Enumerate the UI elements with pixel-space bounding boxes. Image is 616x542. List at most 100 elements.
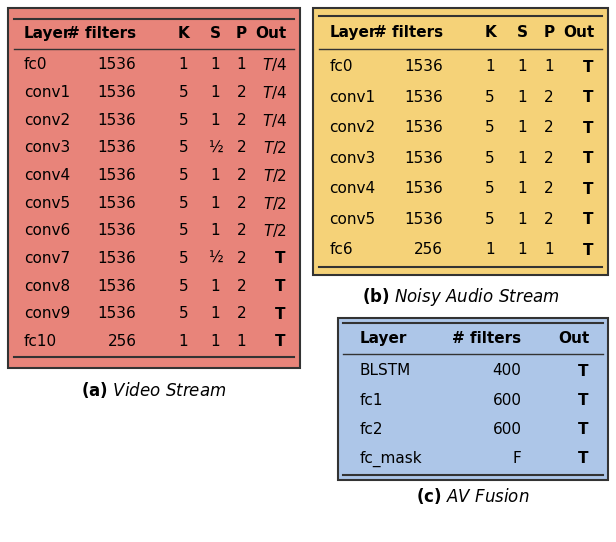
Text: 5: 5	[179, 306, 188, 321]
Text: 1: 1	[211, 334, 220, 349]
Text: $\mathit{T}$/4: $\mathit{T}$/4	[262, 84, 287, 101]
Text: 1536: 1536	[404, 211, 443, 227]
Text: 1: 1	[485, 59, 495, 74]
Text: $\mathbf{T}$: $\mathbf{T}$	[577, 363, 589, 379]
Text: $\mathbf{T}$: $\mathbf{T}$	[582, 211, 594, 227]
Text: 1: 1	[179, 57, 188, 73]
Text: 2: 2	[237, 85, 246, 100]
Text: 1536: 1536	[98, 279, 137, 294]
Text: S: S	[210, 27, 221, 41]
Text: 400: 400	[493, 363, 522, 378]
Text: 5: 5	[485, 120, 495, 135]
Text: 5: 5	[485, 89, 495, 105]
Text: 1: 1	[544, 242, 554, 257]
FancyBboxPatch shape	[338, 318, 608, 480]
Text: 1: 1	[211, 168, 220, 183]
Text: # filters: # filters	[374, 25, 443, 40]
Text: conv3: conv3	[329, 151, 376, 166]
Text: Layer: Layer	[329, 25, 376, 40]
Text: K: K	[484, 25, 496, 40]
Text: 1: 1	[211, 223, 220, 238]
Text: $\mathbf{T}$: $\mathbf{T}$	[275, 278, 287, 294]
Text: 1: 1	[211, 306, 220, 321]
Text: $\mathbf{T}$: $\mathbf{T}$	[582, 89, 594, 105]
Text: $\mathbf{T}$: $\mathbf{T}$	[582, 180, 594, 197]
FancyBboxPatch shape	[8, 8, 300, 368]
Text: conv7: conv7	[24, 251, 70, 266]
Text: 1: 1	[517, 151, 527, 166]
Text: 5: 5	[485, 181, 495, 196]
Text: 1: 1	[517, 120, 527, 135]
Text: 1536: 1536	[404, 181, 443, 196]
Text: 1: 1	[517, 242, 527, 257]
Text: $\mathit{T}$/2: $\mathit{T}$/2	[263, 139, 287, 156]
Text: 1: 1	[179, 334, 188, 349]
Text: F: F	[513, 451, 522, 466]
Text: 1: 1	[544, 59, 554, 74]
Text: 1536: 1536	[98, 251, 137, 266]
Text: 600: 600	[493, 392, 522, 408]
Text: 2: 2	[237, 140, 246, 156]
Text: 5: 5	[179, 251, 188, 266]
Text: conv2: conv2	[329, 120, 375, 135]
Text: $\mathbf{(c)}$ $\it{AV\ Fusion}$: $\mathbf{(c)}$ $\it{AV\ Fusion}$	[416, 486, 530, 506]
Text: $\mathbf{T}$: $\mathbf{T}$	[577, 421, 589, 437]
Text: Layer: Layer	[360, 331, 407, 346]
Text: conv9: conv9	[24, 306, 70, 321]
Text: Out: Out	[256, 27, 287, 41]
Text: $\mathbf{T}$: $\mathbf{T}$	[582, 150, 594, 166]
Text: # filters: # filters	[67, 27, 137, 41]
Text: $\mathbf{(b)}$ $\it{Noisy\ Audio\ Stream}$: $\mathbf{(b)}$ $\it{Noisy\ Audio\ Stream…	[362, 286, 559, 308]
Text: S: S	[517, 25, 528, 40]
Text: conv3: conv3	[24, 140, 70, 156]
Text: 5: 5	[179, 196, 188, 211]
Text: P: P	[236, 27, 247, 41]
Text: fc2: fc2	[360, 422, 383, 437]
Text: 1536: 1536	[404, 59, 443, 74]
Text: $\mathbf{T}$: $\mathbf{T}$	[577, 450, 589, 467]
Text: $\mathbf{T}$: $\mathbf{T}$	[582, 120, 594, 136]
Text: 2: 2	[544, 151, 554, 166]
Text: 1536: 1536	[98, 196, 137, 211]
Text: $\mathit{T}$/4: $\mathit{T}$/4	[262, 56, 287, 73]
Text: $\mathbf{T}$: $\mathbf{T}$	[275, 250, 287, 267]
Text: 1: 1	[517, 59, 527, 74]
Text: fc6: fc6	[329, 242, 353, 257]
Text: conv1: conv1	[24, 85, 70, 100]
Text: $\mathbf{T}$: $\mathbf{T}$	[577, 392, 589, 408]
Text: 1536: 1536	[98, 85, 137, 100]
Text: 1: 1	[517, 211, 527, 227]
Text: 2: 2	[237, 223, 246, 238]
Text: fc1: fc1	[360, 392, 383, 408]
Text: 1: 1	[485, 242, 495, 257]
Text: 1536: 1536	[98, 140, 137, 156]
Text: BLSTM: BLSTM	[360, 363, 411, 378]
Text: conv5: conv5	[24, 196, 70, 211]
Text: Layer: Layer	[24, 27, 71, 41]
Text: 5: 5	[179, 223, 188, 238]
Text: ½: ½	[208, 140, 223, 156]
Text: conv5: conv5	[329, 211, 375, 227]
Text: 600: 600	[493, 422, 522, 437]
Text: conv4: conv4	[24, 168, 70, 183]
Text: 5: 5	[485, 211, 495, 227]
Text: 1: 1	[211, 85, 220, 100]
Text: 256: 256	[414, 242, 443, 257]
Text: 2: 2	[544, 120, 554, 135]
Text: 1: 1	[211, 196, 220, 211]
Text: 256: 256	[107, 334, 137, 349]
Text: conv4: conv4	[329, 181, 375, 196]
Text: 2: 2	[544, 89, 554, 105]
Text: 5: 5	[179, 168, 188, 183]
Text: 5: 5	[179, 85, 188, 100]
Text: $\mathbf{T}$: $\mathbf{T}$	[582, 59, 594, 75]
Text: 5: 5	[179, 140, 188, 156]
Text: 2: 2	[237, 168, 246, 183]
Text: 1536: 1536	[98, 57, 137, 73]
Text: conv6: conv6	[24, 223, 70, 238]
Text: 1536: 1536	[404, 120, 443, 135]
Text: 1536: 1536	[98, 223, 137, 238]
Text: $\mathbf{T}$: $\mathbf{T}$	[275, 333, 287, 350]
Text: 1: 1	[237, 57, 246, 73]
Text: 1536: 1536	[404, 151, 443, 166]
